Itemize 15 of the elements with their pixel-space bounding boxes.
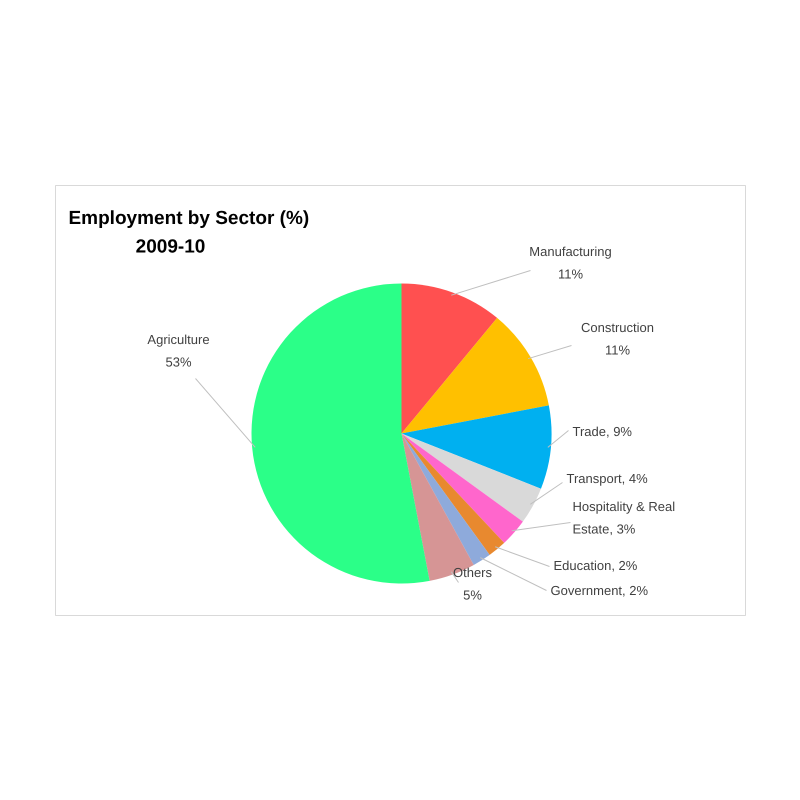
slice-label: Others (452, 564, 493, 580)
slice-label: Hospitality & Real Estate, 3% (572, 498, 676, 536)
chart-subtitle: 2009-10 (136, 236, 206, 258)
slice-label: Manufacturing (529, 244, 612, 259)
data-label: 53% (165, 354, 192, 370)
chart-title: Employment by Sector (%) (68, 208, 310, 229)
slice-label: Construction (581, 320, 654, 335)
data-label: 5% (463, 587, 482, 602)
slice-label: Agriculture (147, 332, 210, 347)
slice-label: Trade, 9% (572, 424, 632, 439)
data-label: 11% (558, 266, 584, 282)
slice-label: Transport, 4% (566, 471, 648, 486)
slice-label: Government, 2% (550, 583, 648, 598)
data-label: 11% (604, 342, 630, 358)
slice-label: Education, 2% (554, 558, 638, 573)
